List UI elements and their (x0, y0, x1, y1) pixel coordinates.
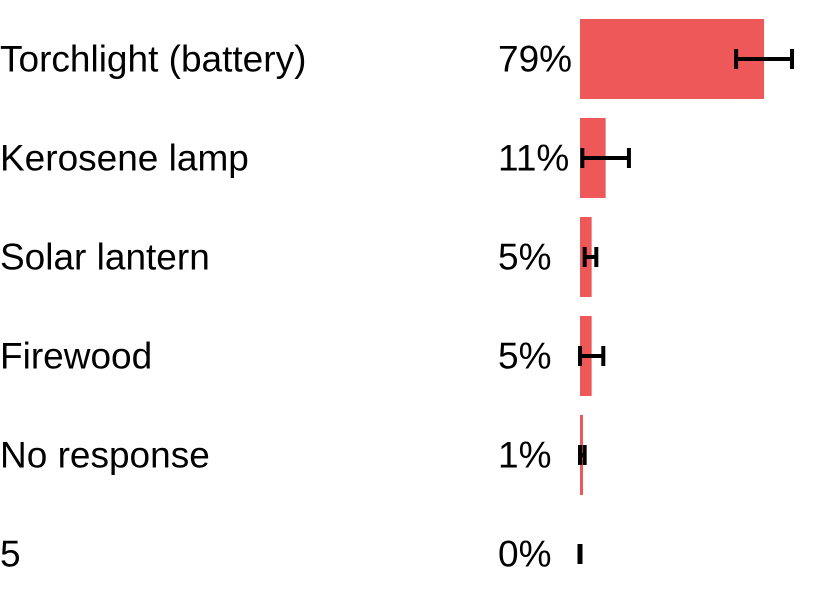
category-label: No response (0, 435, 210, 476)
bars (580, 19, 765, 495)
error-bar (578, 445, 587, 465)
value-labels: 79% 11% 5% 5% 1% 0% (498, 39, 572, 575)
bar (580, 19, 765, 99)
error-bar (578, 346, 606, 366)
category-label: 5 (0, 534, 21, 575)
value-label: 1% (498, 435, 551, 476)
error-bar (580, 148, 631, 168)
category-label: Torchlight (battery) (0, 39, 306, 80)
error-bar (582, 247, 599, 267)
value-label: 11% (498, 138, 569, 179)
category-label: Solar lantern (0, 237, 210, 278)
error-bar (734, 49, 795, 69)
category-labels: Torchlight (battery) Kerosene lamp Solar l… (0, 39, 306, 575)
value-label: 79% (498, 39, 572, 80)
value-label: 5% (498, 336, 551, 377)
category-label: Kerosene lamp (0, 138, 249, 179)
category-label: Firewood (0, 336, 152, 377)
value-label: 5% (498, 237, 551, 278)
error-bars (577, 49, 795, 564)
value-label: 0% (498, 534, 551, 575)
